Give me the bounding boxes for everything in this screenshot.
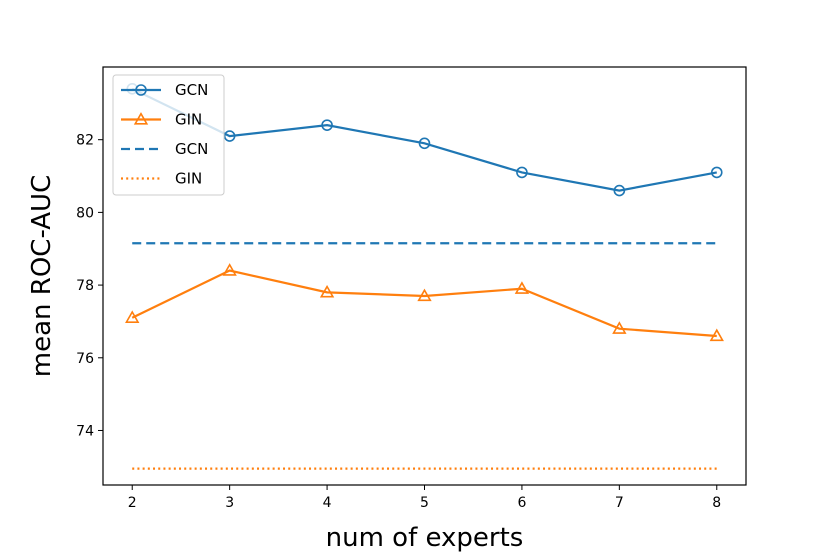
data-point-triangle [612,321,627,334]
legend-item: GIN [121,111,202,129]
legend-label: GIN [175,111,202,129]
data-point-circle [223,130,236,142]
x-tick-label: 2 [128,495,137,511]
y-axis-label: mean ROC-AUC [27,175,57,377]
series-line [131,269,717,338]
y-tick-label: 76 [76,351,94,367]
data-point-triangle [133,112,149,125]
y-tick-label: 74 [76,423,94,439]
legend: GCN GIN GCN GIN [112,74,225,196]
legend-box [112,74,225,196]
x-axis: 2 3 4 5 6 7 8 [128,485,721,511]
x-tick-label: 3 [225,495,234,511]
data-point-triangle [125,310,140,323]
data-point-circle [613,184,626,197]
series-line [131,87,717,192]
x-tick-label: 8 [712,495,721,511]
x-tick-label: 4 [323,495,332,511]
y-axis: 74 76 78 80 82 [76,133,103,439]
legend-label: GCN [175,140,208,158]
legend-item: GIN [121,170,202,188]
data-point-circle [135,84,147,96]
y-tick-label: 82 [76,133,94,149]
data-point-triangle [417,288,432,302]
legend-label: GIN [175,170,202,188]
data-point-triangle [709,328,724,342]
legend-item: GCN [121,140,208,158]
data-point-triangle [319,284,335,298]
x-axis-label: num of experts [326,523,524,553]
x-tick-label: 5 [420,495,429,511]
data-point-circle [516,166,528,179]
data-point-triangle [222,263,237,276]
x-tick-label: 7 [615,495,624,511]
y-tick-label: 80 [76,205,94,221]
legend-label: GCN [175,81,208,99]
x-tick-label: 6 [517,495,526,511]
data-point-triangle [514,281,530,294]
data-point-circle [321,119,333,131]
series-gin-solid [125,263,724,342]
data-point-circle [418,137,431,150]
data-point-circle [710,166,723,179]
y-tick-label: 78 [76,278,94,294]
legend-item: GCN [121,81,208,99]
